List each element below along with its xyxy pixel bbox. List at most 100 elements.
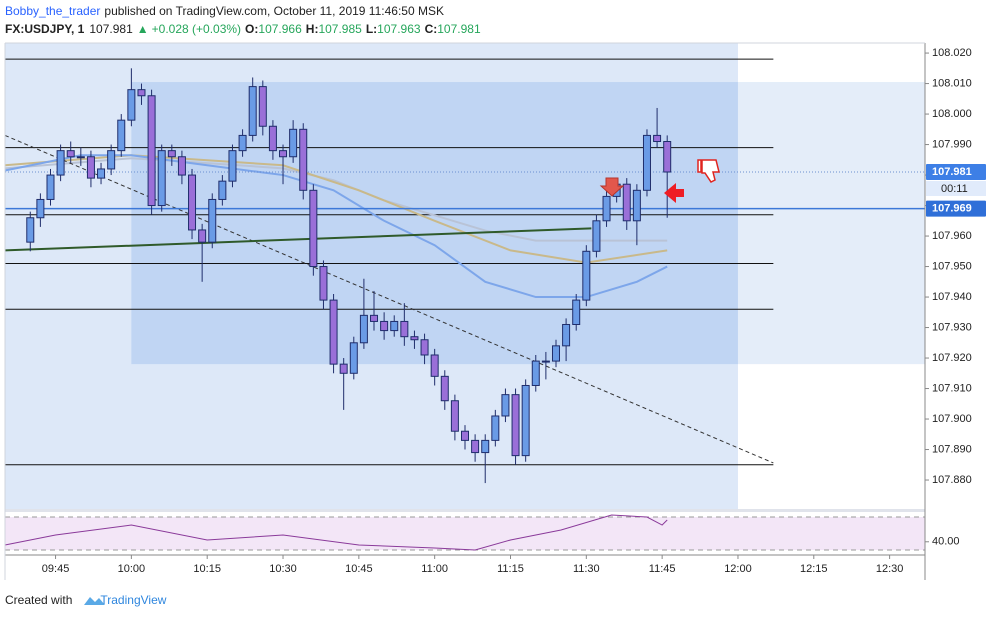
c-value: 107.981 [437,22,481,36]
line-price-label: 107.969 [932,203,972,215]
rsi-band [5,517,925,551]
candle-body [228,150,237,182]
candle-body [430,354,439,377]
candle-body [622,183,631,222]
x-tick-label: 10:45 [345,563,373,575]
l-value: 107.963 [377,22,421,36]
author[interactable]: Bobby_the_trader [5,4,100,18]
y-tick-label: 107.880 [932,474,972,486]
candle-body [390,320,399,332]
candle-body [410,336,419,341]
change: +0.028 (+0.03%) [152,22,241,36]
candle-body [349,342,358,374]
header-line: Bobby_the_trader published on TradingView… [5,4,444,18]
annotations [599,159,720,203]
candle-body [268,125,277,152]
candle-body [450,400,459,432]
candle-body [147,95,156,207]
y-tick-label: 107.960 [932,230,972,242]
candle-body [56,150,65,176]
pane-separator [5,509,925,512]
trend-line [4,227,592,252]
candle-body [198,229,207,243]
candle-body [279,150,288,158]
candle-body [97,168,106,179]
zone [131,82,738,365]
candle-body [380,320,389,332]
y-tick-label: 107.920 [932,352,972,364]
h-label: H: [306,22,319,36]
candle-body [491,415,500,441]
y-tick-label: 107.930 [932,321,972,333]
candle-body [137,89,146,97]
y-tick-label: 107.950 [932,260,972,272]
symbol-line: FX:USDJPY, 1 107.981 ▲ +0.028 (+0.03%) O:107… [5,22,481,36]
candle-body [117,119,126,152]
x-tick-label: 10:30 [269,563,297,575]
candle-body [663,141,672,173]
candle-body [562,323,571,347]
rsi-line [4,514,668,551]
zone [737,82,925,365]
y-tick-label: 107.900 [932,413,972,425]
brand[interactable]: TradingView [100,593,166,607]
candle-body [592,220,601,252]
candle-body [551,345,560,362]
candle-body [511,394,520,457]
o-value: 107.966 [258,22,302,36]
candle-body [258,86,267,127]
left-arrow-icon [664,183,684,203]
y-tick-label: 108.020 [932,47,972,59]
created-with: Created with [5,593,72,607]
candle-body [642,134,651,191]
candle-body [339,363,348,374]
candle-body [359,314,368,344]
candle-body [177,156,186,176]
last-price-label: 107.981 [932,166,972,178]
arrow: ▲ [137,22,149,36]
trend-line [4,134,774,464]
candle-body [167,150,176,158]
h-value: 107.985 [318,22,362,36]
x-tick-label: 11:30 [573,563,600,575]
candle-body [208,198,217,243]
candle-body [86,156,95,179]
candle-body [157,150,166,207]
candle-body [127,89,136,121]
l-label: L: [366,22,377,36]
price-axis [925,43,988,580]
last-price-label-box [926,164,986,181]
x-tick-label: 12:15 [800,563,828,575]
candle-body [481,439,490,454]
candle-body [440,375,449,402]
candle-body [521,384,530,457]
thumbs-down-icon [697,159,720,183]
candle-body [471,439,480,454]
plot-area [4,43,925,551]
candle-body [531,360,540,386]
candle-body [76,156,85,159]
price: 107.981 [89,22,133,36]
y-tick-label: 107.940 [932,291,972,303]
x-tick-label: 11:15 [497,563,524,575]
countdown-box [926,181,986,197]
candle-body [602,195,611,222]
candle-body [309,189,318,268]
candle-body [248,86,257,136]
y-tick-label: 108.010 [932,77,972,89]
x-tick-label: 11:45 [649,563,676,575]
symbol: FX:USDJPY, 1 [5,22,85,36]
moving-average [4,154,668,264]
candle-body [299,128,308,191]
x-tick-label: 12:30 [876,563,904,575]
candle-body [218,180,227,200]
y-tick-label: 107.910 [932,382,972,394]
candle-body [319,266,328,301]
candle-body [329,299,338,365]
candle-body [541,360,550,363]
candle-body [66,150,75,158]
candle-body [46,174,55,200]
line-price-label-box [926,200,986,217]
x-tick-label: 11:00 [421,563,448,575]
